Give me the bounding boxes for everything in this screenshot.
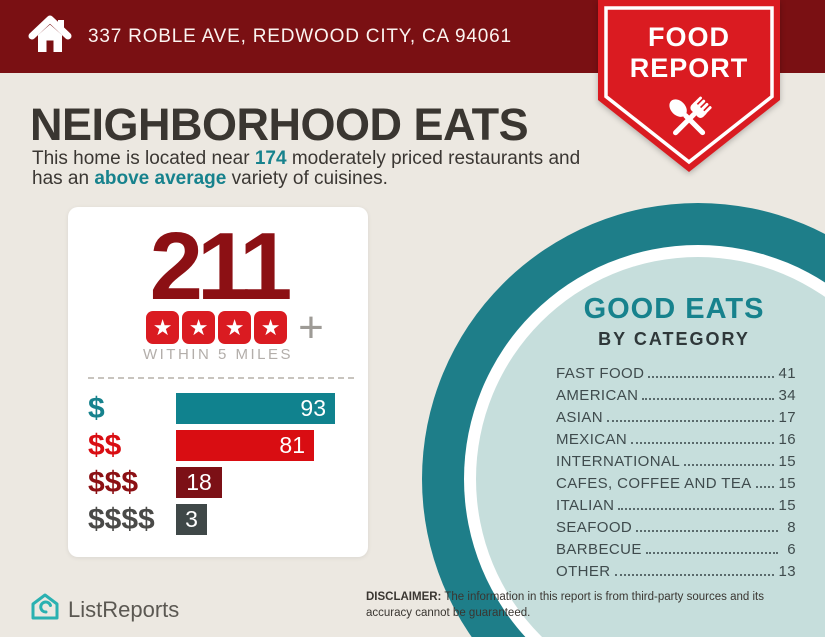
category-label: OTHER <box>556 563 611 580</box>
dotted-leader <box>684 464 774 466</box>
badge-food-label: FOOD <box>648 22 730 52</box>
category-value: 15 <box>778 497 796 514</box>
price-tier-label: $$$ <box>88 466 139 499</box>
category-list: FAST FOOD 41 AMERICAN 34 ASIAN 17 MEXICAN 16 INT… <box>556 365 796 585</box>
home-icon <box>28 14 72 59</box>
category-label: AMERICAN <box>556 387 639 404</box>
disclaimer-label: DISCLAIMER: <box>366 591 442 603</box>
dotted-leader <box>636 530 778 532</box>
price-tier-row: $93 <box>68 393 368 424</box>
category-row: ITALIAN 15 <box>556 497 796 519</box>
category-value: 41 <box>778 365 796 382</box>
price-tier-value: 3 <box>185 506 198 532</box>
category-value: 15 <box>778 453 796 470</box>
price-tier-bar: 81 <box>176 430 314 461</box>
category-label: ITALIAN <box>556 497 615 514</box>
price-tier-label: $$$$ <box>88 503 155 536</box>
badge-report-label: REPORT <box>629 53 749 83</box>
category-row: MEXICAN 16 <box>556 431 796 453</box>
tagline-text-1: This home is located near <box>32 148 255 169</box>
page-title: NEIGHBORHOOD EATS <box>30 99 529 150</box>
property-address: 337 ROBLE AVE, REDWOOD CITY, CA 94061 <box>88 25 512 47</box>
rating-stars: ★ ★ ★ ★ + <box>68 303 368 352</box>
tagline-text-4: variety of cuisines. <box>226 168 388 189</box>
price-tier-value: 81 <box>279 432 305 458</box>
dotted-leader <box>618 508 774 510</box>
category-row: INTERNATIONAL 15 <box>556 453 796 475</box>
dotted-leader <box>614 574 774 576</box>
good-eats-panel: GOOD EATS BY CATEGORY FAST FOOD 41 AMERICA… <box>548 293 800 585</box>
crossed-spoon-fork-icon <box>598 90 780 153</box>
price-tier-row: $$ 81 <box>68 430 368 461</box>
category-value: 8 <box>787 519 796 536</box>
category-label: SEAFOOD <box>556 519 633 536</box>
good-eats-subtitle: BY CATEGORY <box>598 329 750 349</box>
disclaimer-text: The information in this report is from t… <box>366 591 764 619</box>
price-tier-bar: 3 <box>176 504 207 535</box>
category-value: 16 <box>778 431 796 448</box>
category-row: BARBECUE 6 <box>556 541 796 563</box>
category-row: SEAFOOD 8 <box>556 519 796 541</box>
brand-name: ListReports <box>68 596 180 622</box>
category-value: 17 <box>778 409 796 426</box>
dotted-leader <box>607 420 774 422</box>
category-value: 15 <box>778 475 796 492</box>
category-row: FAST FOOD 41 <box>556 365 796 387</box>
good-eats-title: GOOD EATS <box>583 293 765 325</box>
food-report-badge <box>598 0 780 172</box>
price-tier-label: $$ <box>88 429 122 462</box>
price-tier-row: $$$ 18 <box>68 467 368 498</box>
category-row: AMERICAN 34 <box>556 387 796 409</box>
price-tier-row: $$$$ 3 <box>68 504 368 535</box>
dotted-leader <box>645 552 778 554</box>
disclaimer: DISCLAIMER: The information in this repo… <box>366 590 803 621</box>
category-row: ASIAN 17 <box>556 409 796 431</box>
dotted-leader <box>755 486 774 488</box>
tagline-text-2: moderately priced restaurants and <box>286 148 581 169</box>
category-label: CAFES, COFFEE AND TEA <box>556 475 752 492</box>
dotted-leader <box>631 442 774 444</box>
category-label: MEXICAN <box>556 431 628 448</box>
dashed-divider <box>88 377 354 379</box>
price-bar-chart: $93 $$ 81 $$$ 18 $$$$ 3 <box>68 393 368 541</box>
category-label: INTERNATIONAL <box>556 453 681 470</box>
star-icon: ★ <box>254 311 288 344</box>
category-value: 13 <box>778 563 796 580</box>
category-row: CAFES, COFFEE AND TEA 15 <box>556 475 796 497</box>
food-report-badge-content: FOOD REPORT <box>598 0 780 153</box>
variety-highlight: above average <box>94 168 227 189</box>
price-tier-bar: 93 <box>176 393 335 424</box>
category-value: 6 <box>787 541 796 558</box>
category-label: ASIAN <box>556 409 604 426</box>
listreports-logo-icon <box>30 592 60 627</box>
category-label: FAST FOOD <box>556 365 645 382</box>
price-tier-bar: 18 <box>176 467 222 498</box>
restaurant-stats-card: 211 ★ ★ ★ ★ + WITHIN 5 MILES $93 $$ 81 $$$ 18 $$$… <box>68 207 368 557</box>
category-row: OTHER 13 <box>556 563 796 585</box>
price-tier-label: $ <box>88 392 105 425</box>
tagline: This home is located near 174 moderately… <box>32 149 580 189</box>
dotted-leader <box>648 376 774 378</box>
plus-icon: + <box>298 303 324 352</box>
dotted-leader <box>642 398 774 400</box>
star-icon: ★ <box>218 311 252 344</box>
category-label: BARBECUE <box>556 541 642 558</box>
category-value: 34 <box>778 387 796 404</box>
restaurant-count: 174 <box>254 148 287 169</box>
star-icon: ★ <box>182 311 216 344</box>
listreports-brand: ListReports <box>30 592 179 627</box>
price-tier-value: 18 <box>186 469 212 495</box>
star-icon: ★ <box>146 311 180 344</box>
within-radius-label: WITHIN 5 MILES <box>142 346 293 363</box>
price-tier-value: 93 <box>300 395 326 421</box>
tagline-text-3: has an <box>32 168 95 189</box>
total-restaurant-count: 211 <box>149 213 293 320</box>
